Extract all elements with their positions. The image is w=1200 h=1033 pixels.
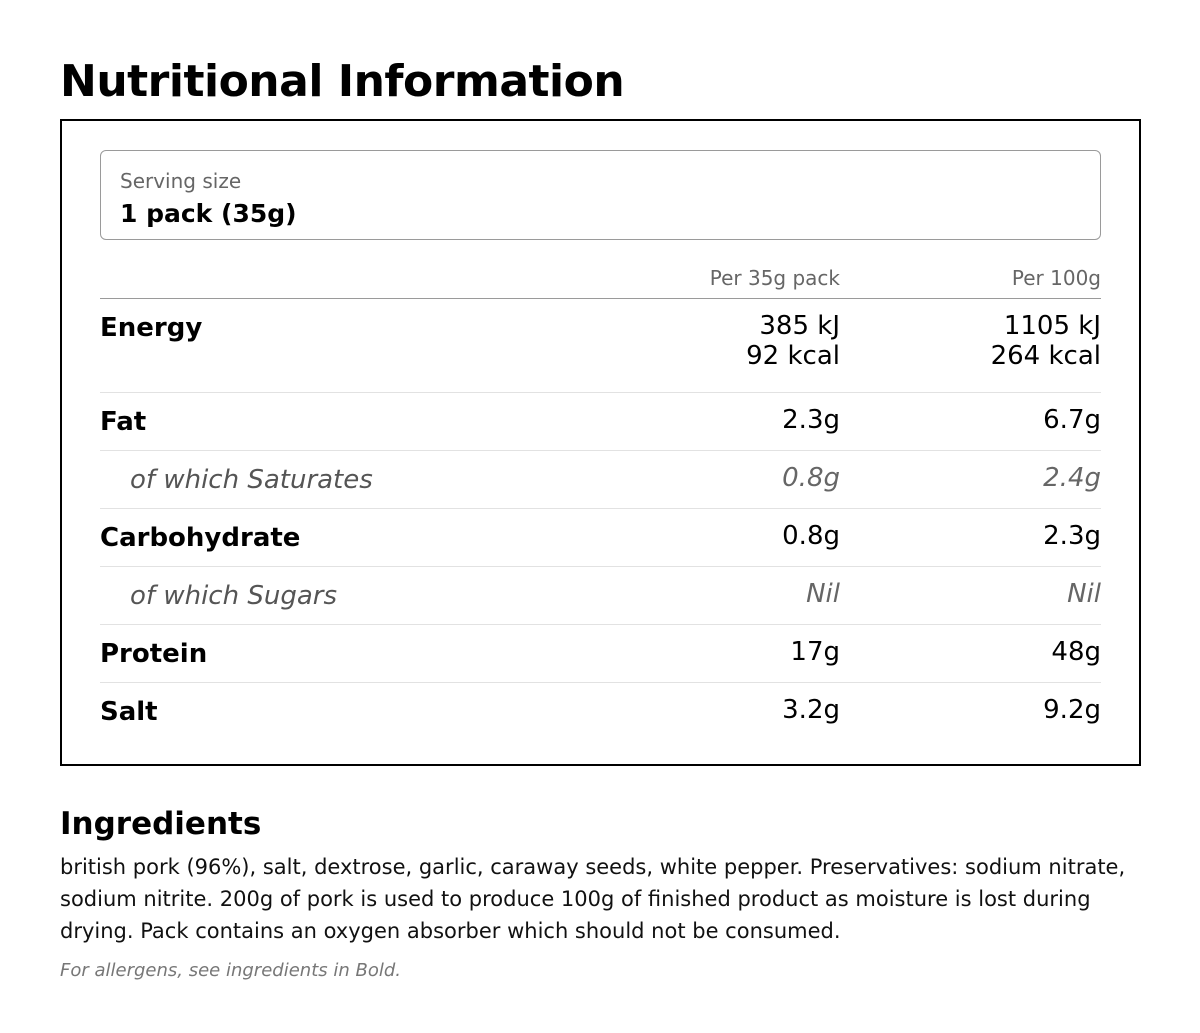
energy-per-100g-kj: 1105 kJ	[1003, 311, 1101, 341]
value-per-pack: Nil	[806, 579, 840, 609]
table-header: Per 35g pack Per 100g	[100, 258, 1101, 299]
nutrient-name: Protein	[100, 639, 208, 669]
energy-per-100g-kcal: 264 kcal	[990, 341, 1101, 371]
value-per-100g: 2.4g	[1043, 463, 1101, 493]
column-header-per-100g: Per 100g	[1011, 266, 1101, 290]
nutrition-table-box: Serving size 1 pack (35g) Per 35g pack P…	[60, 119, 1141, 766]
nutrition-table: Per 35g pack Per 100g Energy 385 kJ 92 k…	[100, 258, 1101, 740]
table-row-carbohydrate: Carbohydrate 0.8g 2.3g	[100, 509, 1101, 567]
table-row-sugars: of which Sugars Nil Nil	[100, 567, 1101, 625]
serving-size-value: 1 pack (35g)	[120, 199, 297, 228]
value-per-pack: 0.8g	[782, 463, 840, 493]
nutrient-name: of which Sugars	[130, 581, 337, 611]
allergen-note: For allergens, see ingredients in Bold.	[60, 960, 401, 981]
nutrient-name: of which Saturates	[130, 465, 373, 495]
nutrient-name: Fat	[100, 407, 147, 437]
table-row-salt: Salt 3.2g 9.2g	[100, 683, 1101, 740]
value-per-pack: 0.8g	[782, 521, 840, 551]
value-per-100g: 2.3g	[1043, 521, 1101, 551]
energy-per-pack-kcal: 92 kcal	[746, 341, 840, 371]
page-title: Nutritional Information	[60, 56, 625, 107]
table-row-energy: Energy 385 kJ 92 kcal 1105 kJ 264 kcal	[100, 299, 1101, 393]
column-header-per-pack: Per 35g pack	[709, 266, 840, 290]
nutrient-name: Salt	[100, 697, 158, 727]
value-per-100g: Nil	[1067, 579, 1101, 609]
value-per-pack: 17g	[790, 637, 840, 667]
table-row-fat: Fat 2.3g 6.7g	[100, 393, 1101, 451]
nutrient-name: Carbohydrate	[100, 523, 301, 553]
value-per-100g: 6.7g	[1043, 405, 1101, 435]
table-row-protein: Protein 17g 48g	[100, 625, 1101, 683]
ingredients-text: british pork (96%), salt, dextrose, garl…	[60, 855, 1126, 943]
ingredients-heading: Ingredients	[60, 806, 262, 842]
value-per-pack: 3.2g	[782, 695, 840, 725]
energy-per-pack-kj: 385 kJ	[759, 311, 840, 341]
serving-size-label: Serving size	[120, 169, 242, 193]
table-row-saturates: of which Saturates 0.8g 2.4g	[100, 451, 1101, 509]
value-per-100g: 48g	[1051, 637, 1101, 667]
nutrient-name: Energy	[100, 313, 203, 343]
value-per-100g: 9.2g	[1043, 695, 1101, 725]
serving-size-box: Serving size 1 pack (35g)	[100, 150, 1101, 240]
value-per-pack: 2.3g	[782, 405, 840, 435]
